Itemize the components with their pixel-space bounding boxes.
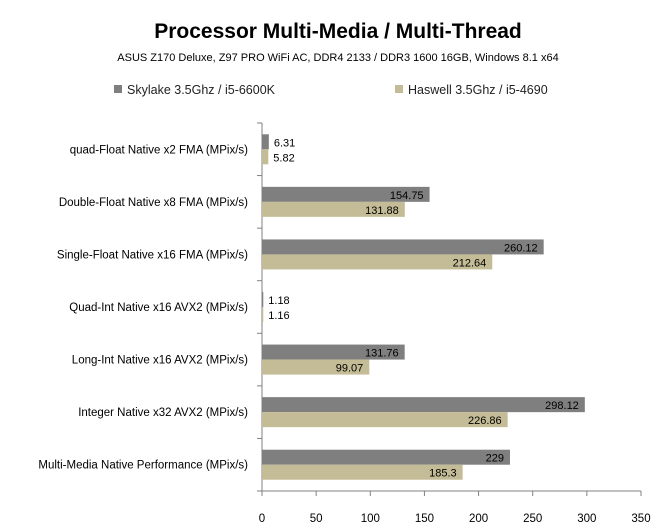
data-label-haswell: 99.07 bbox=[336, 363, 364, 375]
x-tick-label: 150 bbox=[415, 513, 434, 525]
x-tick-label: 250 bbox=[523, 513, 542, 525]
data-label-haswell: 185.3 bbox=[429, 468, 457, 480]
data-label-skylake: 6.31 bbox=[274, 137, 295, 149]
data-label-haswell: 131.88 bbox=[365, 205, 399, 217]
x-tick-label: 300 bbox=[577, 513, 596, 525]
chart-title: Processor Multi-Media / Multi-Thread bbox=[154, 20, 522, 43]
data-label-skylake: 229 bbox=[486, 453, 504, 465]
legend-swatch-skylake bbox=[114, 85, 122, 93]
bar-skylake bbox=[262, 292, 264, 307]
x-tick-label: 50 bbox=[310, 513, 323, 525]
x-tick-label: 0 bbox=[259, 513, 265, 525]
x-tick-label: 350 bbox=[631, 513, 650, 525]
bar-skylake bbox=[262, 449, 510, 465]
bar-skylake bbox=[262, 397, 585, 413]
data-label-haswell: 5.82 bbox=[273, 152, 294, 164]
x-tick-label: 100 bbox=[361, 513, 380, 525]
data-label-skylake: 1.18 bbox=[268, 295, 289, 307]
category-label: Integer Native x32 AVX2 (MPix/s) bbox=[78, 407, 248, 419]
legend: Skylake 3.5Ghz / i5-6600K Haswell 3.5Ghz… bbox=[114, 83, 548, 97]
category-label: Double-Float Native x8 FMA (MPix/s) bbox=[59, 197, 248, 209]
data-label-haswell: 226.86 bbox=[468, 415, 502, 427]
data-label-skylake: 298.12 bbox=[545, 400, 579, 412]
category-label: quad-Float Native x2 FMA (MPix/s) bbox=[70, 144, 248, 156]
data-label-skylake: 260.12 bbox=[504, 242, 538, 254]
bar-haswell bbox=[262, 307, 264, 322]
category-label: Multi-Media Native Performance (MPix/s) bbox=[38, 460, 248, 472]
bar-skylake bbox=[262, 239, 544, 255]
category-label: Quad-Int Native x16 AVX2 (MPix/s) bbox=[69, 302, 248, 314]
legend-swatch-haswell bbox=[395, 85, 403, 93]
bar-skylake bbox=[262, 344, 405, 360]
data-label-haswell: 1.16 bbox=[268, 310, 289, 322]
bar-haswell bbox=[262, 201, 405, 217]
data-label-haswell: 212.64 bbox=[453, 257, 487, 269]
chart-subtitle: ASUS Z170 Deluxe, Z97 PRO WiFi AC, DDR4 … bbox=[117, 52, 558, 64]
plot-area: 0 50 100 150 200 250 300 350 quad-Float Native x… bbox=[38, 122, 651, 525]
bar-haswell bbox=[262, 464, 463, 480]
bar-skylake bbox=[262, 186, 430, 202]
legend-label-skylake: Skylake 3.5Ghz / i5-6600K bbox=[127, 83, 276, 97]
bar-haswell bbox=[262, 359, 370, 375]
bar-haswell bbox=[262, 412, 508, 428]
bar-haswell bbox=[262, 149, 269, 165]
data-label-skylake: 154.75 bbox=[390, 190, 424, 202]
bar-haswell bbox=[262, 254, 493, 270]
category-label: Single-Float Native x16 FMA (MPix/s) bbox=[57, 249, 248, 261]
data-label-skylake: 131.76 bbox=[365, 348, 399, 360]
legend-label-haswell: Haswell 3.5Ghz / i5-4690 bbox=[408, 83, 548, 97]
bar-skylake bbox=[262, 134, 269, 150]
x-tick-label: 200 bbox=[469, 513, 488, 525]
category-label: Long-Int Native x16 AVX2 (MPix/s) bbox=[72, 355, 248, 367]
